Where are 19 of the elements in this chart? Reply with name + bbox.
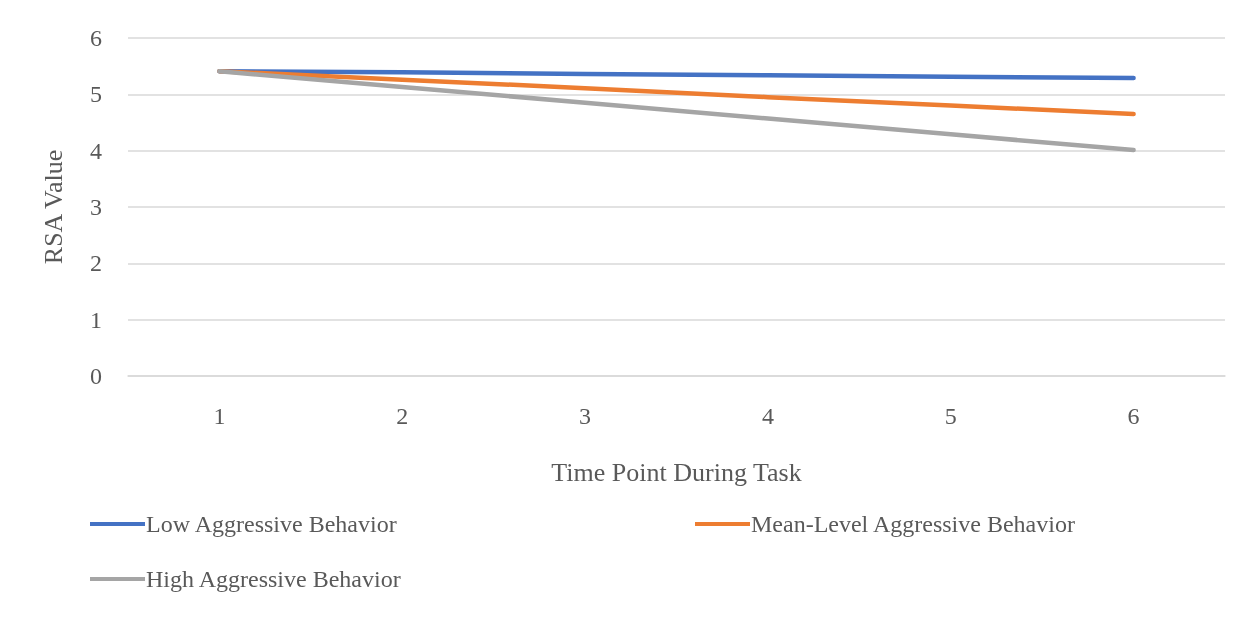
legend-label: Low Aggressive Behavior: [146, 511, 397, 537]
line-series: [217, 68, 1136, 153]
y-tick-label: 1: [90, 306, 102, 333]
legend-label: Mean-Level Aggressive Behavior: [751, 511, 1075, 537]
x-tick-label: 3: [579, 403, 592, 429]
y-tick-label: 6: [90, 25, 102, 51]
legend-label: High Aggressive Behavior: [146, 566, 401, 592]
y-tick-label: 4: [90, 137, 102, 164]
y-axis-title: RSA Value: [38, 149, 68, 265]
x-tick-label: 4: [761, 403, 774, 429]
y-tick-label: 3: [90, 194, 102, 220]
x-tick-label: 2: [396, 403, 409, 429]
x-tick-label: 6: [1127, 403, 1140, 429]
x-tick-label: 1: [213, 403, 226, 429]
y-tick-label: 0: [90, 363, 102, 389]
x-tick-label: 5: [944, 403, 957, 429]
y-tick-label: 2: [90, 250, 102, 277]
y-tick-label: 5: [90, 81, 102, 108]
x-axis-title: Time Point During Task: [551, 457, 802, 487]
